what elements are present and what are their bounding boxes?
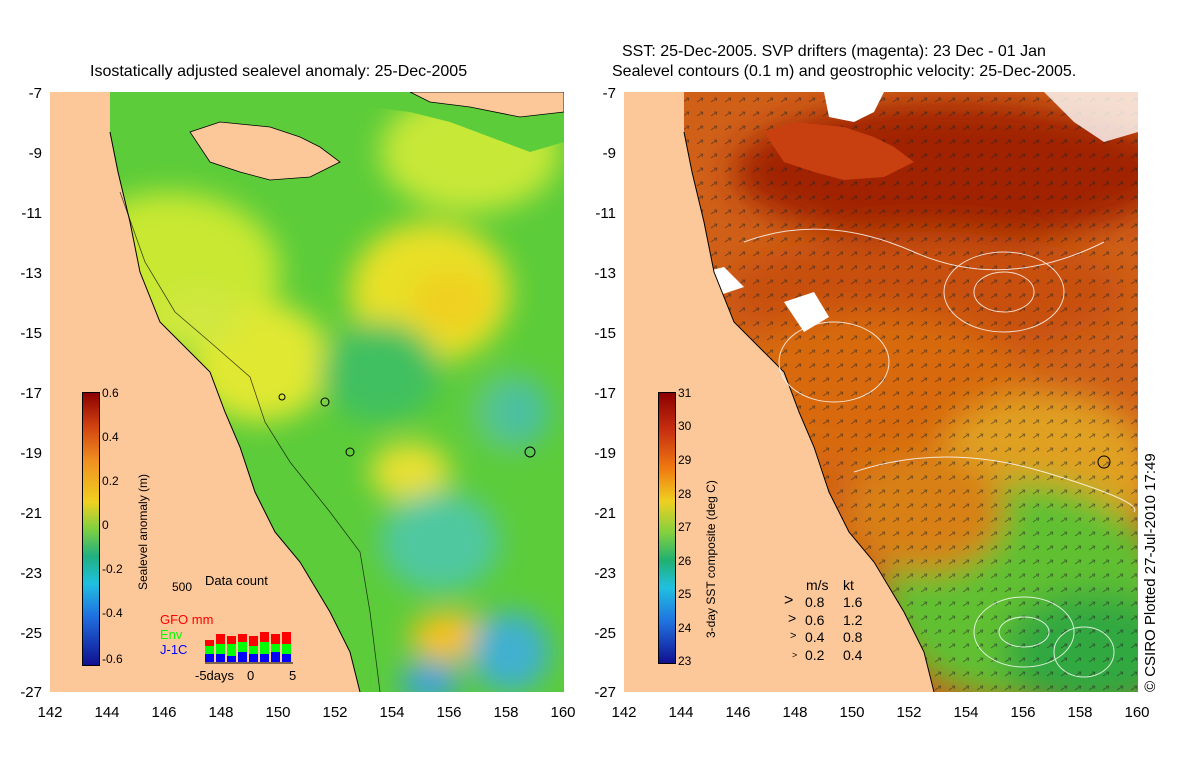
velocity-legend-kt: 0.8 <box>843 629 863 645</box>
legend-gfo: GFO mm <box>160 612 214 627</box>
sla-colorbar-label: Sealevel anomaly (m) <box>136 473 150 590</box>
lat-tick-left: -19 <box>20 445 42 462</box>
data-count-max: 500 <box>172 580 193 594</box>
lat-tick-right: -11 <box>595 205 616 222</box>
sst-tick: 29 <box>678 453 692 467</box>
lat-tick-right: -17 <box>594 385 616 402</box>
sealevel-anomaly-map <box>50 92 564 692</box>
velocity-arrow-icon: > <box>792 650 798 660</box>
data-count-title: Data count <box>205 573 268 588</box>
left-map-title: Isostatically adjusted sealevel anomaly:… <box>90 63 468 80</box>
velocity-legend-kt: 1.2 <box>843 612 863 628</box>
lon-tick-left: 150 <box>265 704 291 721</box>
sla-tick: -0.6 <box>102 652 123 666</box>
sla-tick: 0.2 <box>102 474 119 488</box>
lat-tick-left: -23 <box>20 565 42 582</box>
sst-field <box>624 92 1138 692</box>
lon-tick-left: 154 <box>379 704 405 721</box>
sst-colorbar <box>658 392 676 664</box>
lat-tick-left: -17 <box>20 385 42 402</box>
sealevel-anomaly-field <box>50 92 564 692</box>
velocity-legend-kt: 1.6 <box>843 594 863 610</box>
lon-tick-left: 152 <box>322 704 348 721</box>
lon-tick-right: 148 <box>782 704 808 721</box>
sst-tick: 27 <box>678 520 692 534</box>
sla-tick: 0.4 <box>102 430 119 444</box>
right-map-title-line1: SST: 25-Dec-2005. SVP drifters (magenta)… <box>622 43 1046 60</box>
lat-tick-left: -21 <box>20 505 42 522</box>
lon-tick-left: 158 <box>493 704 519 721</box>
lat-tick-left: -9 <box>28 145 42 162</box>
velocity-legend-kt-header: kt <box>843 577 854 593</box>
lon-tick-left: 146 <box>151 704 177 721</box>
sla-colorbar <box>82 392 100 666</box>
lon-tick-right: 152 <box>896 704 922 721</box>
lat-tick-left: -13 <box>20 265 42 282</box>
lon-tick-right: 160 <box>1124 704 1150 721</box>
lon-tick-right: 154 <box>953 704 979 721</box>
right-map-title-line2: Sealevel contours (0.1 m) and geostrophi… <box>612 63 1077 80</box>
lat-tick-right: -27 <box>594 684 616 701</box>
lat-tick-right: -21 <box>594 505 616 522</box>
sst-tick: 30 <box>678 419 692 433</box>
lon-tick-right: 146 <box>725 704 751 721</box>
lon-tick-left: 144 <box>94 704 120 721</box>
data-count-axis-label: 0 <box>247 668 255 683</box>
velocity-arrow-icon: > <box>790 630 797 642</box>
lon-tick-right: 156 <box>1010 704 1036 721</box>
lon-tick-left: 160 <box>550 704 576 721</box>
sst-tick: 31 <box>678 386 692 400</box>
legend-env: Env <box>160 627 183 642</box>
lat-tick-right: -19 <box>594 445 616 462</box>
velocity-legend-ms: 0.8 <box>805 594 825 610</box>
data-count-histogram <box>205 632 293 664</box>
lat-tick-left: -25 <box>20 625 42 642</box>
lat-tick-left: -15 <box>20 325 42 342</box>
csiro-credit: © CSIRO Plotted 27-Jul-2010 17:49 <box>1142 453 1159 692</box>
sla-tick: 0.6 <box>102 386 119 400</box>
velocity-legend-ms: 0.4 <box>805 629 825 645</box>
sla-tick: -0.4 <box>102 606 123 620</box>
sst-colorbar-label: 3-day SST composite (deg C) <box>704 480 718 638</box>
sst-tick: 24 <box>678 621 692 635</box>
velocity-arrow-icon: > <box>784 592 794 609</box>
sst-tick: 26 <box>678 554 692 568</box>
legend-j1c: J-1C <box>160 642 188 657</box>
lon-tick-right: 150 <box>839 704 865 721</box>
lat-tick-right: -7 <box>602 85 616 102</box>
sst-tick: 25 <box>678 587 692 601</box>
lat-tick-right: -25 <box>594 625 616 642</box>
sst-tick: 28 <box>678 487 692 501</box>
lon-tick-left: 148 <box>208 704 234 721</box>
sst-tick: 23 <box>678 654 692 668</box>
velocity-legend-ms: 0.2 <box>805 647 825 663</box>
lat-tick-right: -13 <box>594 265 616 282</box>
lon-tick-right: 144 <box>668 704 694 721</box>
lon-tick-right: 158 <box>1067 704 1093 721</box>
lat-tick-right: -15 <box>594 325 616 342</box>
sla-tick: -0.2 <box>102 562 123 576</box>
velocity-arrow-icon: > <box>788 610 797 626</box>
lon-tick-left: 156 <box>436 704 462 721</box>
lat-tick-right: -9 <box>602 145 616 162</box>
data-count-axis-label: -5days <box>195 668 235 683</box>
lat-tick-left: -7 <box>28 85 42 102</box>
velocity-legend-ms: 0.6 <box>805 612 825 628</box>
sla-tick: 0 <box>102 518 109 532</box>
velocity-legend-ms-header: m/s <box>806 577 829 593</box>
sst-map <box>624 92 1138 692</box>
data-count-axis-label: 5 <box>289 668 297 683</box>
lon-tick-right: 142 <box>611 704 637 721</box>
lon-tick-left: 142 <box>37 704 63 721</box>
lat-tick-right: -23 <box>594 565 616 582</box>
velocity-legend-kt: 0.4 <box>843 647 863 663</box>
lat-tick-left: -27 <box>20 684 42 701</box>
lat-tick-left: -11 <box>21 205 42 222</box>
